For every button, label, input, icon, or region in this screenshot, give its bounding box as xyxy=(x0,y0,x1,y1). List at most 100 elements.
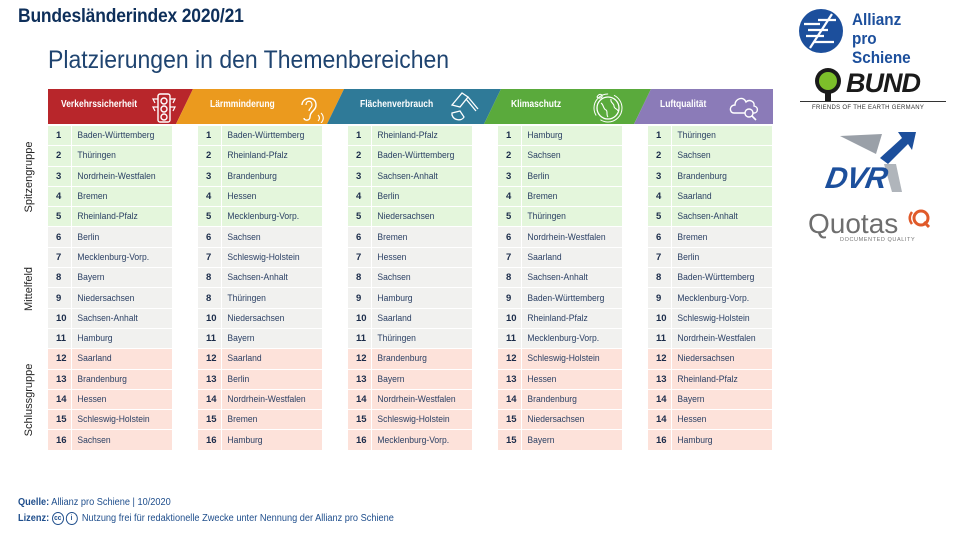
state-name: Saarland xyxy=(377,312,412,324)
rank-number: 6 xyxy=(48,227,72,247)
table-row: 13 Hessen xyxy=(498,369,622,389)
group-label-mittelfeld: Mittelfeld xyxy=(23,266,35,312)
rank-number: 7 xyxy=(648,247,672,268)
ranking-table-flaechenverbrauch: 1 Rheinland-Pfalz 2 Baden-Württemberg 3 Sachs… xyxy=(348,126,472,451)
table-row: 5 Niedersachsen xyxy=(348,207,472,227)
rank-number: 3 xyxy=(498,166,522,186)
rank-number: 7 xyxy=(198,247,222,268)
state-name: Hessen xyxy=(677,414,707,426)
state-name: Bayern xyxy=(377,373,405,385)
rank-number: 12 xyxy=(48,349,72,369)
state-name: Sachsen-Anhalt xyxy=(377,170,438,182)
table-row: 14 Hessen xyxy=(648,410,772,430)
state-name: Nordrhein-Westfalen xyxy=(77,170,156,182)
state-name: Baden-Württemberg xyxy=(77,130,155,142)
rank-number: 3 xyxy=(198,166,222,186)
table-row: 10 Niedersachsen xyxy=(198,308,322,328)
table-row: 4 Bremen xyxy=(48,186,172,207)
table-row: 12 Saarland xyxy=(48,349,172,369)
state-name: Saarland xyxy=(227,353,262,365)
table-row: 9 Baden-Württemberg xyxy=(498,288,622,308)
quotas-wordmark: Quotas xyxy=(808,208,899,239)
rank-number: 14 xyxy=(498,389,522,410)
state-name: Sachsen xyxy=(677,150,711,162)
bund-tagline: FRIENDS OF THE EARTH GERMANY xyxy=(812,105,925,111)
state-name: Hessen xyxy=(377,251,407,263)
state-name: Bayern xyxy=(527,434,555,446)
table-row: 5 Thüringen xyxy=(498,207,622,227)
rank-number: 5 xyxy=(198,207,222,227)
table-row: 15 Schleswig-Holstein xyxy=(48,410,172,430)
rank-number: 9 xyxy=(498,288,522,308)
rank-number: 13 xyxy=(48,369,72,389)
rank-number: 10 xyxy=(648,308,672,328)
rank-number: 12 xyxy=(498,349,522,369)
rank-number: 8 xyxy=(348,268,372,288)
rank-number: 12 xyxy=(198,349,222,369)
state-name: Hessen xyxy=(227,191,257,203)
rank-number: 10 xyxy=(348,308,372,328)
table-row: 9 Niedersachsen xyxy=(48,288,172,308)
bund-logo: BUND FRIENDS OF THE EARTH GERMANY xyxy=(800,66,946,116)
quotas-tagline: DOCUMENTED QUALITY xyxy=(840,237,916,243)
ranking-table-luftqualitaet: 1 Thüringen 2 Sachsen 3 Brandenburg 4 Saarland 5… xyxy=(648,126,772,451)
state-name: Berlin xyxy=(227,373,250,385)
rank-number: 5 xyxy=(498,207,522,227)
rank-number: 8 xyxy=(648,268,672,288)
table-row: 11 Nordrhein-Westfalen xyxy=(648,328,772,349)
state-name: Baden-Württemberg xyxy=(527,292,605,304)
rank-number: 4 xyxy=(48,186,72,207)
state-name: Berlin xyxy=(677,251,700,263)
bund-wordmark: BUND xyxy=(846,68,921,98)
table-row: 11 Bayern xyxy=(198,328,322,349)
rank-number: 4 xyxy=(348,186,372,207)
state-name: Sachsen xyxy=(527,150,561,162)
rank-number: 15 xyxy=(348,410,372,430)
table-row: 14 Bayern xyxy=(648,389,772,410)
category-label-verkehrssicherheit: Verkehrssicherheit xyxy=(61,99,138,110)
state-name: Thüringen xyxy=(677,130,716,142)
rank-number: 5 xyxy=(648,207,672,227)
table-row: 2 Thüringen xyxy=(48,146,172,166)
state-name: Baden-Württemberg xyxy=(377,150,455,162)
rank-number: 12 xyxy=(348,349,372,369)
state-name: Baden-Württemberg xyxy=(227,130,305,142)
state-name: Mecklenburg-Vorp. xyxy=(677,292,750,304)
state-name: Berlin xyxy=(77,231,100,243)
globe-icon xyxy=(593,93,623,123)
table-row: 15 Bremen xyxy=(198,410,322,430)
rank-number: 9 xyxy=(648,288,672,308)
state-name: Schleswig-Holstein xyxy=(677,312,750,324)
rank-number: 13 xyxy=(198,369,222,389)
allianz-pro-schiene-emblem-icon xyxy=(799,9,843,53)
state-name: Mecklenburg-Vorp. xyxy=(527,333,600,345)
rank-number: 11 xyxy=(198,328,222,349)
state-name: Bremen xyxy=(677,231,708,243)
table-row: 14 Nordrhein-Westfalen xyxy=(348,389,472,410)
quotas-q-icon xyxy=(908,209,931,229)
source-label: Quelle: xyxy=(18,497,50,508)
state-name: Brandenburg xyxy=(527,394,577,405)
rank-number: 7 xyxy=(498,247,522,268)
creative-commons-icon: cc xyxy=(51,512,64,525)
state-name: Mecklenburg-Vorp. xyxy=(227,211,300,223)
rank-number: 1 xyxy=(648,126,672,146)
table-row: 12 Saarland xyxy=(198,349,322,369)
page-title: Bundesländerindex 2020/21 xyxy=(18,6,244,27)
bund-divider xyxy=(800,101,946,102)
state-name: Hamburg xyxy=(77,333,113,345)
state-name: Schleswig-Holstein xyxy=(227,251,300,263)
table-row: 16 Sachsen xyxy=(48,430,172,450)
state-name: Mecklenburg-Vorp. xyxy=(377,434,450,446)
category-bg-klimaschutz xyxy=(484,89,651,124)
table-row: 1 Baden-Württemberg xyxy=(48,126,172,146)
table-row: 3 Nordrhein-Westfalen xyxy=(48,166,172,186)
rank-number: 7 xyxy=(48,247,72,268)
table-row: 13 Berlin xyxy=(198,369,322,389)
table-row: 10 Sachsen-Anhalt xyxy=(48,308,172,328)
table-row: 7 Berlin xyxy=(648,247,772,268)
rank-number: 16 xyxy=(648,430,672,450)
rank-number: 5 xyxy=(48,207,72,227)
table-row: 16 Hamburg xyxy=(198,430,322,450)
table-row: 13 Brandenburg xyxy=(48,369,172,389)
